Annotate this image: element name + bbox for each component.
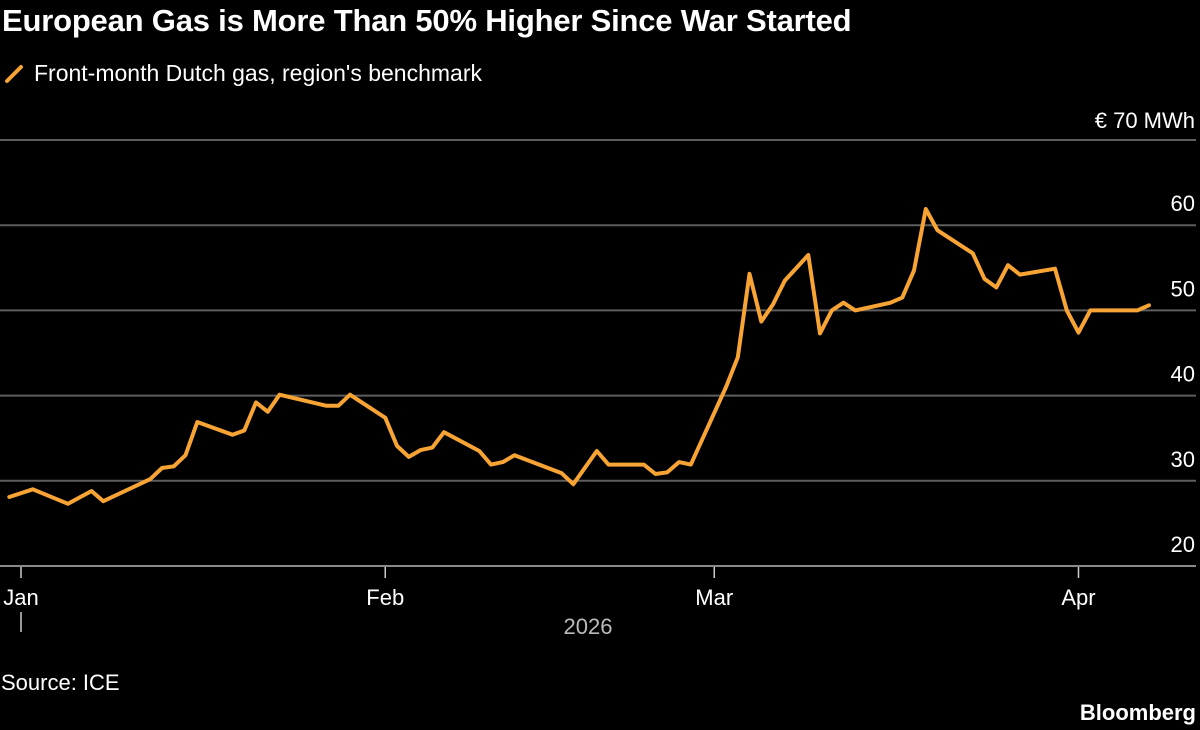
y-tick-label: 60	[1171, 191, 1195, 216]
year-label: 2026	[564, 614, 613, 639]
y-tick-label: 50	[1171, 276, 1195, 301]
y-tick-label: 20	[1171, 532, 1195, 557]
x-tick-label: Mar	[695, 585, 733, 610]
legend-label: Front-month Dutch gas, region's benchmar…	[34, 60, 482, 86]
x-tick-label: Apr	[1061, 585, 1095, 610]
x-tick-label: Jan	[3, 585, 38, 610]
y-tick-label: 30	[1171, 447, 1195, 472]
y-tick-label: 40	[1171, 362, 1195, 387]
x-tick-label: Feb	[366, 585, 404, 610]
source-note: Source: ICE	[1, 670, 120, 695]
series-line	[7, 207, 1151, 506]
legend: Front-month Dutch gas, region's benchmar…	[4, 60, 482, 87]
legend-line-icon	[5, 64, 23, 83]
bloomberg-logo: Bloomberg	[1079, 700, 1196, 725]
y-unit-label: € 70 MWh	[1095, 108, 1195, 133]
chart-title: European Gas is More Than 50% Higher Sin…	[2, 3, 852, 38]
